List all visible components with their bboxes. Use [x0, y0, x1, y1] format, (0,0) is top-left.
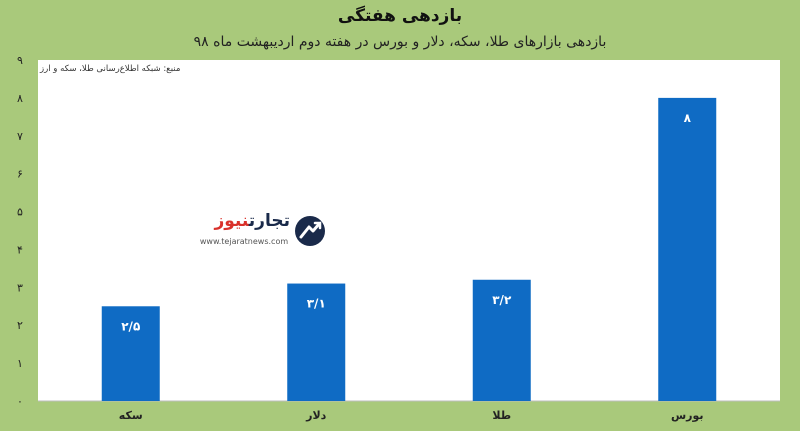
chart-subtitle: بازدهی بازارهای طلا، سکه، دلار و بورس در…	[193, 34, 607, 50]
watermark-url: www.tejaratnews.com	[199, 237, 289, 246]
plot-area	[38, 60, 780, 401]
y-tick-label: ۲	[17, 319, 23, 332]
y-tick-label: ۵	[17, 206, 23, 219]
bar	[658, 97, 717, 401]
bar-data-label: ۲/۵	[121, 319, 140, 333]
x-tick-label: بورس	[671, 409, 704, 422]
watermark-brand-name: تجارتنیوز	[194, 211, 290, 231]
y-tick-label: ۱	[17, 357, 23, 370]
x-axis: سکه دلار طلا بورس	[119, 409, 704, 422]
x-tick-label: دلار	[305, 409, 327, 422]
bar	[101, 306, 160, 401]
bar-data-label: ۳/۲	[492, 293, 512, 307]
y-axis: ۰ ۱ ۲ ۳ ۴ ۵ ۶ ۷ ۸ ۹	[17, 54, 23, 408]
x-tick-label: طلا	[492, 409, 511, 422]
y-tick-label: ۸	[17, 92, 23, 105]
source-note: منبع: شبکه اطلاع‌رسانی طلا، سکه و ارز	[40, 64, 181, 74]
y-tick-label: ۰	[17, 395, 23, 408]
x-tick-label: سکه	[119, 409, 143, 422]
bar-data-label: ۸	[684, 111, 692, 125]
tejaratnews-watermark: تجارتنیوز www.tejaratnews.com	[190, 208, 330, 254]
watermark-brand-accent: نیوز	[214, 211, 249, 231]
y-tick-label: ۷	[17, 130, 23, 143]
data-labels: ۲/۵ ۳/۱ ۳/۲ ۸	[121, 111, 691, 333]
tejaratnews-logo-icon	[295, 216, 325, 246]
bar-data-label: ۳/۱	[307, 297, 326, 311]
y-tick-label: ۶	[17, 168, 23, 181]
y-tick-label: ۴	[17, 243, 23, 256]
watermark-brand-main: تجارت	[248, 211, 290, 231]
y-tick-label: ۳	[17, 281, 23, 294]
y-tick-label: ۹	[17, 54, 23, 67]
bar	[287, 283, 346, 401]
chart-title: بازدهی هفتگی	[337, 6, 463, 26]
bar	[472, 279, 531, 401]
bars	[101, 97, 717, 401]
